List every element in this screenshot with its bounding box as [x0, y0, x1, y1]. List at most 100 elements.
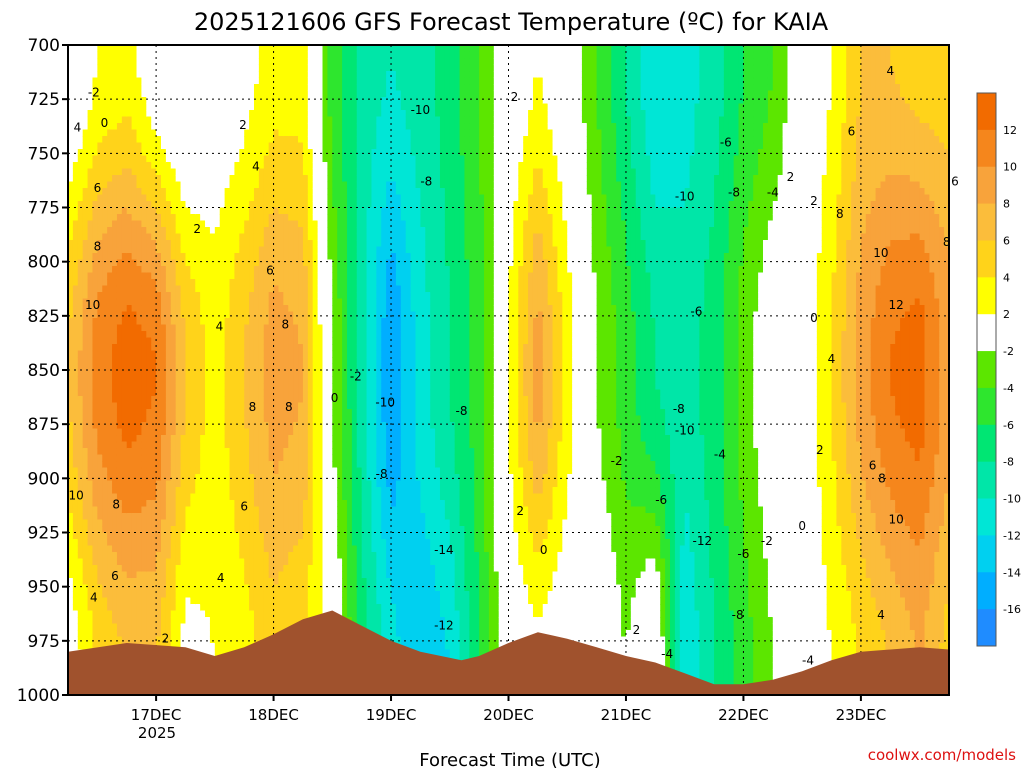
temperature-cell	[102, 474, 108, 482]
temperature-cell	[298, 136, 304, 144]
temperature-cell	[97, 422, 103, 430]
temperature-cell	[131, 292, 138, 300]
temperature-cell	[68, 604, 74, 612]
temperature-cell	[146, 298, 152, 306]
temperature-cell	[273, 604, 280, 612]
temperature-cell	[116, 604, 123, 612]
temperature-cell	[165, 350, 172, 358]
temperature-cell	[190, 474, 196, 482]
temperature-cell	[273, 519, 280, 527]
temperature-cell	[224, 441, 231, 449]
temperature-cell	[195, 97, 201, 105]
temperature-cell	[278, 207, 284, 215]
temperature-cell	[68, 558, 74, 566]
temperature-cell	[288, 376, 294, 384]
temperature-cell	[102, 396, 108, 404]
temperature-cell	[190, 357, 196, 365]
temperature-cell	[239, 90, 245, 98]
temperature-cell	[224, 357, 231, 365]
temperature-cell	[180, 500, 187, 508]
temperature-cell	[239, 246, 245, 254]
temperature-cell	[107, 266, 113, 274]
temperature-cell	[112, 97, 118, 105]
temperature-cell	[165, 422, 172, 430]
temperature-cell	[116, 610, 123, 618]
temperature-cell	[121, 90, 128, 98]
temperature-cell	[107, 402, 113, 410]
temperature-cell	[205, 311, 211, 319]
temperature-cell	[185, 558, 191, 566]
temperature-cell	[190, 233, 196, 241]
temperature-cell	[165, 188, 172, 196]
temperature-cell	[244, 45, 250, 53]
temperature-cell	[263, 331, 270, 339]
temperature-cell	[151, 149, 157, 157]
temperature-cell	[87, 77, 94, 85]
temperature-cell	[116, 77, 123, 85]
temperature-cell	[151, 493, 157, 501]
temperature-cell	[92, 259, 98, 267]
temperature-cell	[288, 519, 294, 527]
temperature-cell	[116, 428, 123, 436]
temperature-cell	[185, 259, 191, 267]
temperature-cell	[160, 376, 167, 384]
temperature-cell	[156, 175, 162, 183]
temperature-cell	[92, 617, 98, 625]
temperature-cell	[92, 604, 98, 612]
temperature-cell	[121, 363, 128, 371]
temperature-cell	[112, 123, 118, 131]
temperature-cell	[229, 253, 236, 261]
temperature-cell	[107, 584, 113, 592]
temperature-cell	[190, 428, 196, 436]
temperature-cell	[126, 513, 133, 521]
temperature-cell	[165, 461, 172, 469]
temperature-cell	[112, 292, 118, 300]
temperature-cell	[229, 402, 236, 410]
temperature-cell	[156, 623, 162, 631]
temperature-cell	[205, 71, 211, 79]
temperature-cell	[87, 389, 94, 397]
temperature-cell	[175, 396, 182, 404]
temperature-cell	[298, 454, 304, 462]
temperature-cell	[68, 623, 74, 631]
temperature-cell	[121, 519, 128, 527]
temperature-cell	[224, 402, 231, 410]
temperature-cell	[72, 357, 79, 365]
temperature-cell	[302, 279, 309, 287]
temperature-cell	[136, 136, 143, 144]
temperature-cell	[293, 71, 299, 79]
temperature-cell	[268, 188, 275, 196]
temperature-cell	[307, 259, 314, 267]
temperature-cell	[268, 480, 275, 488]
temperature-cell	[165, 513, 172, 521]
temperature-cell	[258, 45, 265, 53]
temperature-cell	[288, 162, 294, 170]
temperature-cell	[195, 357, 201, 365]
temperature-cell	[205, 389, 211, 397]
temperature-cell	[112, 610, 118, 618]
temperature-cell	[200, 428, 206, 436]
temperature-cell	[156, 376, 162, 384]
temperature-cell	[136, 240, 143, 248]
temperature-cell	[288, 552, 294, 560]
temperature-cell	[126, 71, 133, 79]
temperature-cell	[121, 532, 128, 540]
temperature-cell	[190, 240, 196, 248]
temperature-cell	[263, 84, 270, 92]
temperature-cell	[302, 214, 309, 222]
temperature-cell	[298, 396, 304, 404]
temperature-cell	[97, 610, 103, 618]
temperature-cell	[121, 142, 128, 150]
temperature-cell	[165, 51, 172, 59]
temperature-cell	[214, 545, 221, 553]
temperature-cell	[146, 539, 152, 547]
temperature-cell	[239, 285, 245, 293]
temperature-cell	[116, 474, 123, 482]
temperature-cell	[136, 383, 143, 391]
temperature-cell	[229, 90, 236, 98]
temperature-cell	[298, 259, 304, 267]
temperature-cell	[92, 643, 98, 651]
temperature-cell	[263, 240, 270, 248]
temperature-cell	[283, 162, 289, 170]
temperature-cell	[190, 272, 196, 280]
